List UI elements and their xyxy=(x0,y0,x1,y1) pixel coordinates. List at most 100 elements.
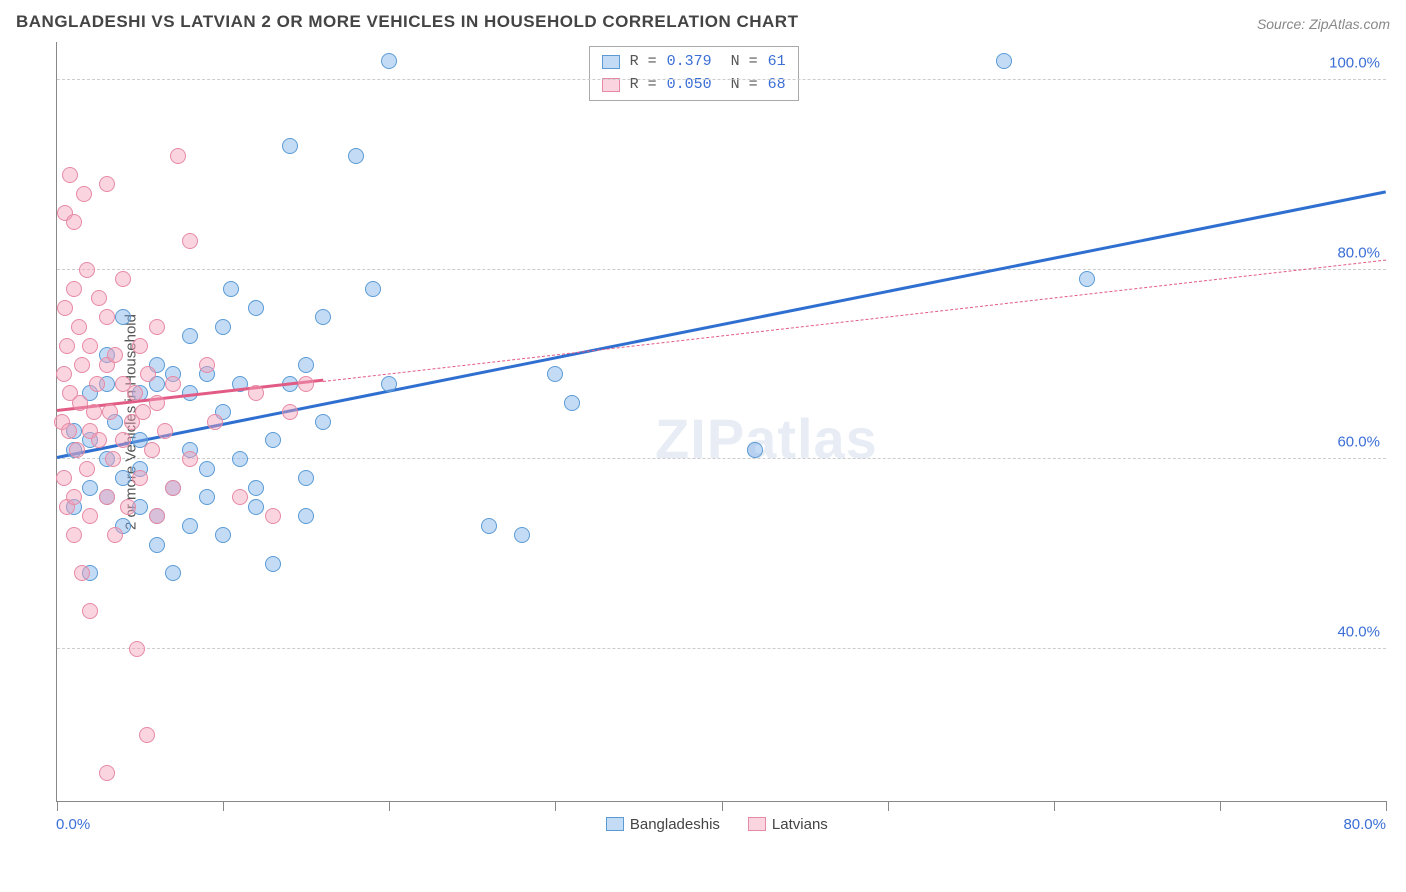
data-point xyxy=(149,319,165,335)
data-point xyxy=(69,442,85,458)
x-axis-row: 0.0% BangladeshisLatvians 80.0% xyxy=(56,816,1386,833)
data-point xyxy=(547,366,563,382)
data-point xyxy=(1079,271,1095,287)
data-point xyxy=(298,376,314,392)
data-point xyxy=(115,309,131,325)
data-point xyxy=(381,53,397,69)
data-point xyxy=(215,319,231,335)
data-point xyxy=(61,423,77,439)
y-tick-label: 100.0% xyxy=(1329,54,1380,71)
data-point xyxy=(57,300,73,316)
x-axis-min: 0.0% xyxy=(56,816,90,833)
data-point xyxy=(56,470,72,486)
data-point xyxy=(564,395,580,411)
data-point xyxy=(105,451,121,467)
data-point xyxy=(82,480,98,496)
x-tick xyxy=(57,801,58,811)
data-point xyxy=(129,641,145,657)
data-point xyxy=(149,395,165,411)
data-point xyxy=(91,290,107,306)
data-point xyxy=(298,508,314,524)
data-point xyxy=(120,499,136,515)
data-point xyxy=(199,461,215,477)
data-point xyxy=(149,537,165,553)
data-point xyxy=(365,281,381,297)
data-point xyxy=(74,565,90,581)
y-tick-label: 80.0% xyxy=(1337,244,1380,261)
data-point xyxy=(232,489,248,505)
data-point xyxy=(99,309,115,325)
data-point xyxy=(170,148,186,164)
data-point xyxy=(996,53,1012,69)
data-point xyxy=(149,508,165,524)
legend-item: Latvians xyxy=(748,816,828,833)
data-point xyxy=(82,508,98,524)
series-legend: BangladeshisLatvians xyxy=(606,816,828,833)
data-point xyxy=(115,271,131,287)
data-point xyxy=(223,281,239,297)
x-tick xyxy=(1386,801,1387,811)
trend-line xyxy=(323,259,1386,381)
y-tick-label: 60.0% xyxy=(1337,434,1380,451)
data-point xyxy=(107,527,123,543)
x-tick xyxy=(722,801,723,811)
data-point xyxy=(315,309,331,325)
data-point xyxy=(165,480,181,496)
data-point xyxy=(182,451,198,467)
y-tick-label: 40.0% xyxy=(1337,624,1380,641)
data-point xyxy=(265,508,281,524)
data-point xyxy=(66,527,82,543)
gridline xyxy=(57,648,1386,649)
gridline xyxy=(57,269,1386,270)
data-point xyxy=(71,319,87,335)
data-point xyxy=(215,527,231,543)
data-point xyxy=(265,432,281,448)
data-point xyxy=(89,376,105,392)
data-point xyxy=(514,527,530,543)
data-point xyxy=(207,414,223,430)
data-point xyxy=(315,414,331,430)
source-credit: Source: ZipAtlas.com xyxy=(1257,16,1390,32)
data-point xyxy=(56,366,72,382)
data-point xyxy=(115,470,131,486)
x-axis-max: 80.0% xyxy=(1343,816,1386,833)
data-point xyxy=(140,366,156,382)
data-point xyxy=(157,423,173,439)
x-tick xyxy=(1054,801,1055,811)
data-point xyxy=(165,565,181,581)
x-tick xyxy=(389,801,390,811)
data-point xyxy=(182,233,198,249)
data-point xyxy=(99,176,115,192)
data-point xyxy=(232,451,248,467)
data-point xyxy=(248,499,264,515)
x-tick xyxy=(888,801,889,811)
data-point xyxy=(115,432,131,448)
data-point xyxy=(348,148,364,164)
x-tick xyxy=(223,801,224,811)
data-point xyxy=(248,385,264,401)
data-point xyxy=(298,470,314,486)
data-point xyxy=(107,347,123,363)
scatter-chart: 2 or more Vehicles in Household ZIPatlas… xyxy=(56,42,1386,802)
data-point xyxy=(248,300,264,316)
data-point xyxy=(99,489,115,505)
x-tick xyxy=(555,801,556,811)
trend-line xyxy=(57,191,1387,460)
data-point xyxy=(91,432,107,448)
data-point xyxy=(102,404,118,420)
data-point xyxy=(199,357,215,373)
data-point xyxy=(59,338,75,354)
data-point xyxy=(99,765,115,781)
data-point xyxy=(747,442,763,458)
data-point xyxy=(199,489,215,505)
data-point xyxy=(182,518,198,534)
data-point xyxy=(132,470,148,486)
data-point xyxy=(381,376,397,392)
data-point xyxy=(282,138,298,154)
data-point xyxy=(282,404,298,420)
data-point xyxy=(82,603,98,619)
gridline xyxy=(57,458,1386,459)
data-point xyxy=(74,357,90,373)
data-point xyxy=(127,385,143,401)
data-point xyxy=(62,167,78,183)
